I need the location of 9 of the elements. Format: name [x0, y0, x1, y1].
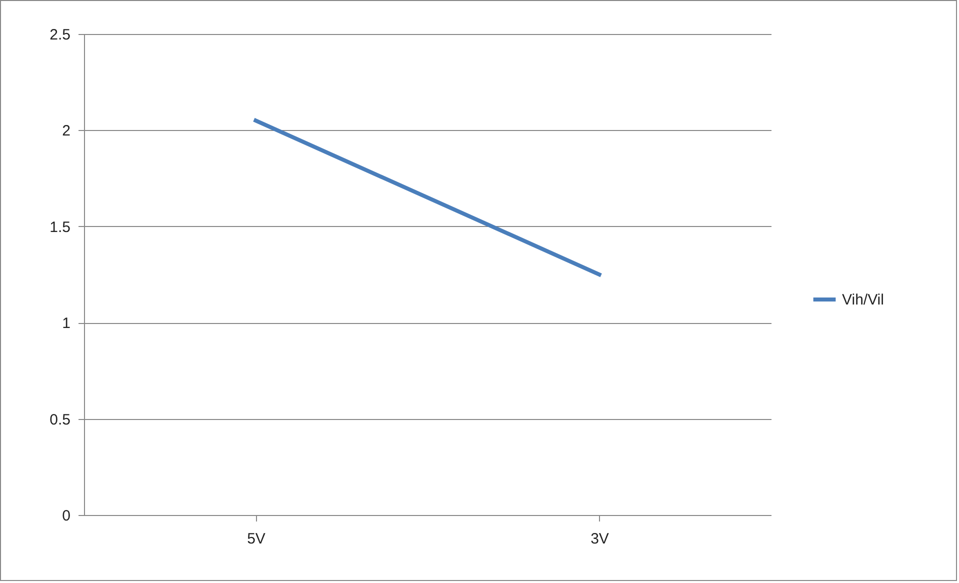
y-tick-label: 1.5 — [50, 218, 70, 236]
x-tick-label: 5V — [247, 530, 266, 548]
y-tick-label: 2.5 — [50, 26, 70, 44]
y-tick-label: 0 — [62, 508, 70, 524]
y-tick-label: 2 — [62, 122, 70, 140]
y-tick-label: 1 — [62, 315, 70, 332]
legend-label: Vih/Vil — [842, 292, 884, 308]
x-tick-label: 3V — [590, 530, 609, 548]
y-tick-label: 0.5 — [50, 411, 70, 428]
